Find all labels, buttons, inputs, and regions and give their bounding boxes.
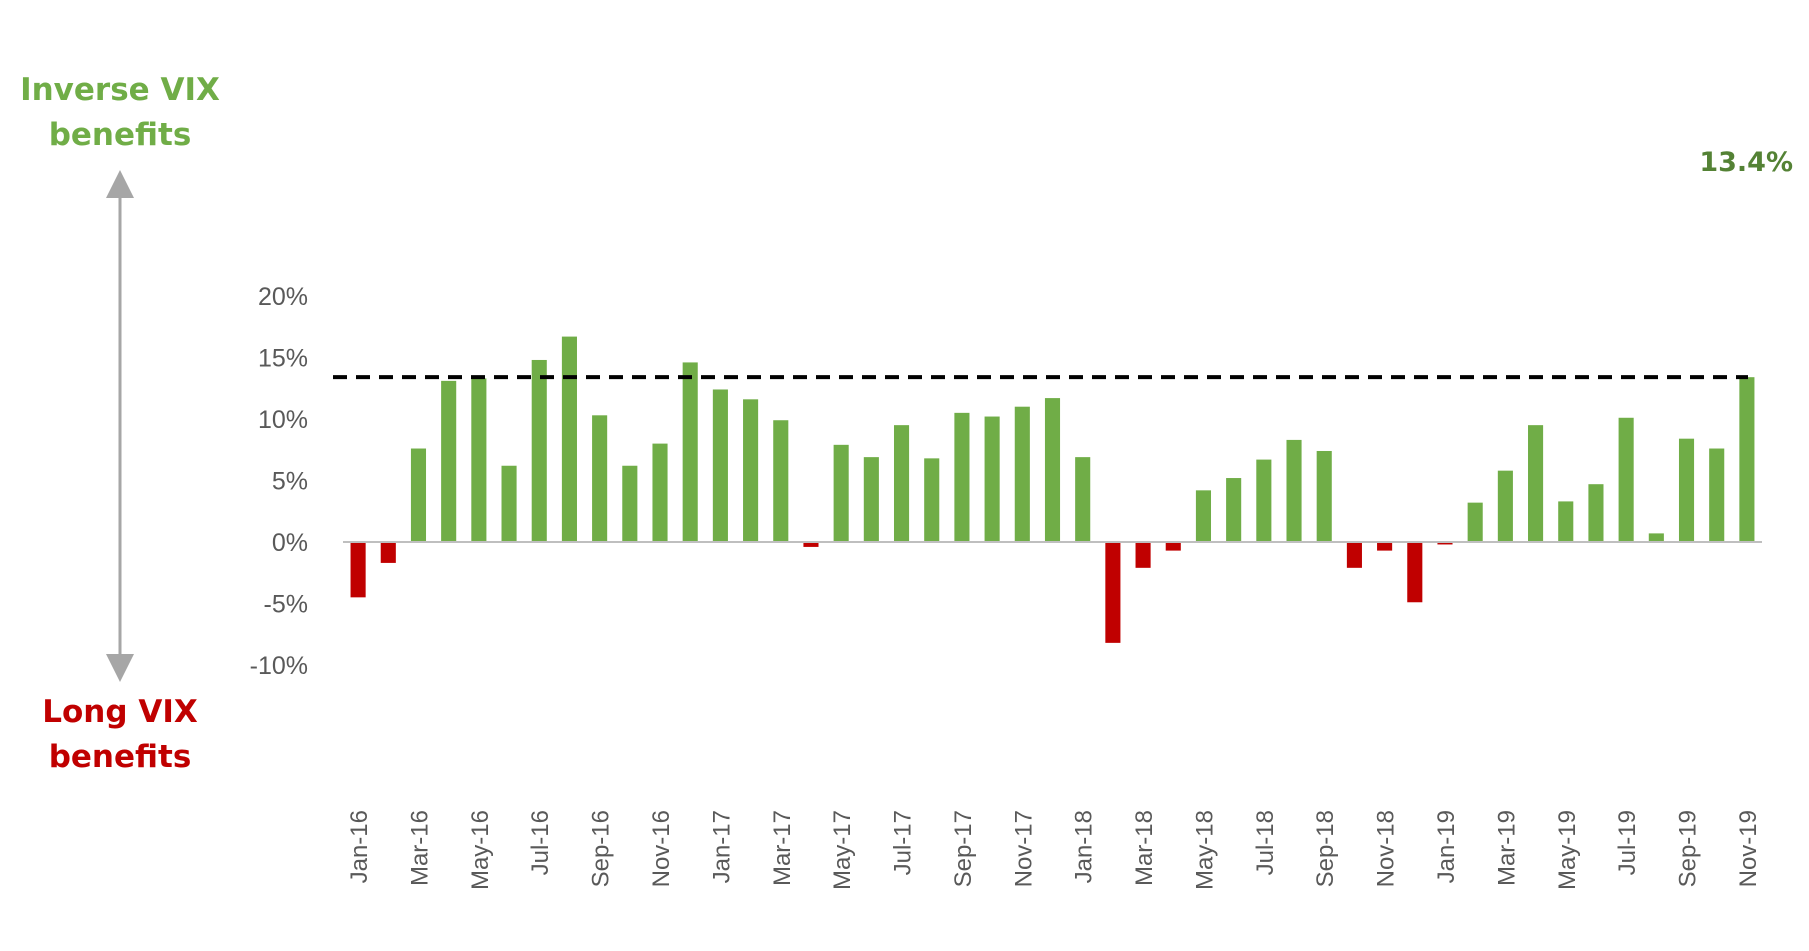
bar	[380, 542, 396, 563]
bar	[1467, 502, 1483, 542]
bar	[803, 542, 819, 547]
bar	[1618, 417, 1634, 542]
x-tick-label: Mar-17	[769, 810, 796, 886]
bar	[1377, 542, 1393, 551]
x-tick-label: Mar-16	[406, 810, 433, 886]
x-tick-label: Jul-16	[527, 810, 554, 875]
x-tick-label: Jan-18	[1071, 810, 1098, 883]
bar	[1105, 542, 1121, 643]
x-tick-label: May-17	[829, 810, 856, 890]
y-tick-label: 5%	[272, 468, 308, 496]
x-tick-label: May-16	[467, 810, 494, 890]
bar	[622, 465, 638, 542]
x-tick-label: Sep-16	[588, 810, 615, 887]
y-tick-label: 10%	[258, 406, 308, 434]
y-tick-label: 15%	[258, 345, 308, 373]
bar	[1497, 470, 1513, 542]
bar	[531, 359, 547, 542]
y-axis-ticks: -10% -5% 0% 5% 10% 15% 20%	[250, 283, 308, 680]
bar	[954, 412, 970, 542]
bar	[893, 425, 910, 542]
bar	[1044, 398, 1061, 542]
bar	[410, 448, 427, 542]
x-tick-label: Jul-19	[1614, 810, 1641, 875]
arrow-head-up	[106, 170, 134, 198]
bar	[924, 458, 940, 542]
bar	[1075, 457, 1091, 542]
bar	[471, 378, 487, 542]
bar	[1648, 533, 1664, 542]
bar	[441, 380, 457, 542]
bar	[712, 389, 728, 542]
double-arrow-icon	[106, 170, 134, 682]
y-tick-label: -5%	[264, 591, 308, 619]
bar	[1528, 425, 1544, 542]
x-tick-label: Sep-19	[1675, 810, 1702, 887]
x-tick-label: Jan-19	[1433, 810, 1460, 883]
target-value-label: 13.4%	[1699, 147, 1793, 178]
bar	[1709, 448, 1725, 542]
x-tick-label: Jul-18	[1252, 810, 1279, 875]
x-tick-label: Jan-17	[708, 810, 735, 883]
y-tick-label: 0%	[272, 529, 308, 557]
inverse-vix-label: Inverse VIX benefits	[20, 72, 220, 153]
bar	[1014, 406, 1030, 542]
bar	[1437, 542, 1453, 545]
bar	[863, 457, 879, 542]
y-tick-label: 20%	[258, 283, 308, 311]
x-tick-label: May-18	[1191, 810, 1218, 890]
bar	[652, 443, 668, 542]
bar	[1226, 478, 1242, 542]
bars	[350, 336, 1755, 643]
bar	[1407, 542, 1423, 603]
x-tick-label: Sep-18	[1312, 810, 1339, 887]
x-tick-label: Nov-19	[1735, 810, 1762, 887]
bar	[743, 399, 759, 542]
bar	[1256, 459, 1272, 542]
bar	[592, 415, 608, 542]
bar	[561, 336, 577, 542]
bar	[501, 465, 517, 542]
long-vix-label: Long VIX benefits	[42, 694, 198, 775]
bar	[1316, 450, 1332, 542]
bar	[1739, 377, 1755, 542]
bar	[1286, 439, 1302, 542]
bar	[350, 542, 366, 598]
x-tick-label: Nov-17	[1010, 810, 1037, 887]
x-tick-label: Mar-18	[1131, 810, 1158, 886]
y-tick-label: -10%	[250, 652, 308, 680]
bar	[773, 420, 789, 542]
bar	[1346, 542, 1362, 568]
bar	[1588, 484, 1604, 542]
x-tick-label: May-19	[1554, 810, 1581, 890]
x-tick-label: Jul-17	[890, 810, 917, 875]
bar	[1678, 438, 1695, 542]
x-axis-ticks: Jan-16 Mar-16 May-16 Jul-16 Sep-16 Nov-16 Jan-…	[346, 810, 1762, 890]
x-tick-label: Sep-17	[950, 810, 977, 887]
bar	[1165, 542, 1181, 551]
x-tick-label: Nov-18	[1373, 810, 1400, 887]
x-tick-label: Nov-16	[648, 810, 675, 887]
bar	[1195, 490, 1212, 542]
x-tick-label: Mar-19	[1493, 810, 1520, 886]
bar	[1135, 542, 1151, 568]
bar	[682, 362, 698, 542]
arrow-head-down	[106, 654, 134, 682]
bar	[984, 416, 1000, 542]
bar	[1558, 501, 1574, 542]
bar	[833, 444, 849, 542]
x-tick-label: Jan-16	[346, 810, 373, 883]
